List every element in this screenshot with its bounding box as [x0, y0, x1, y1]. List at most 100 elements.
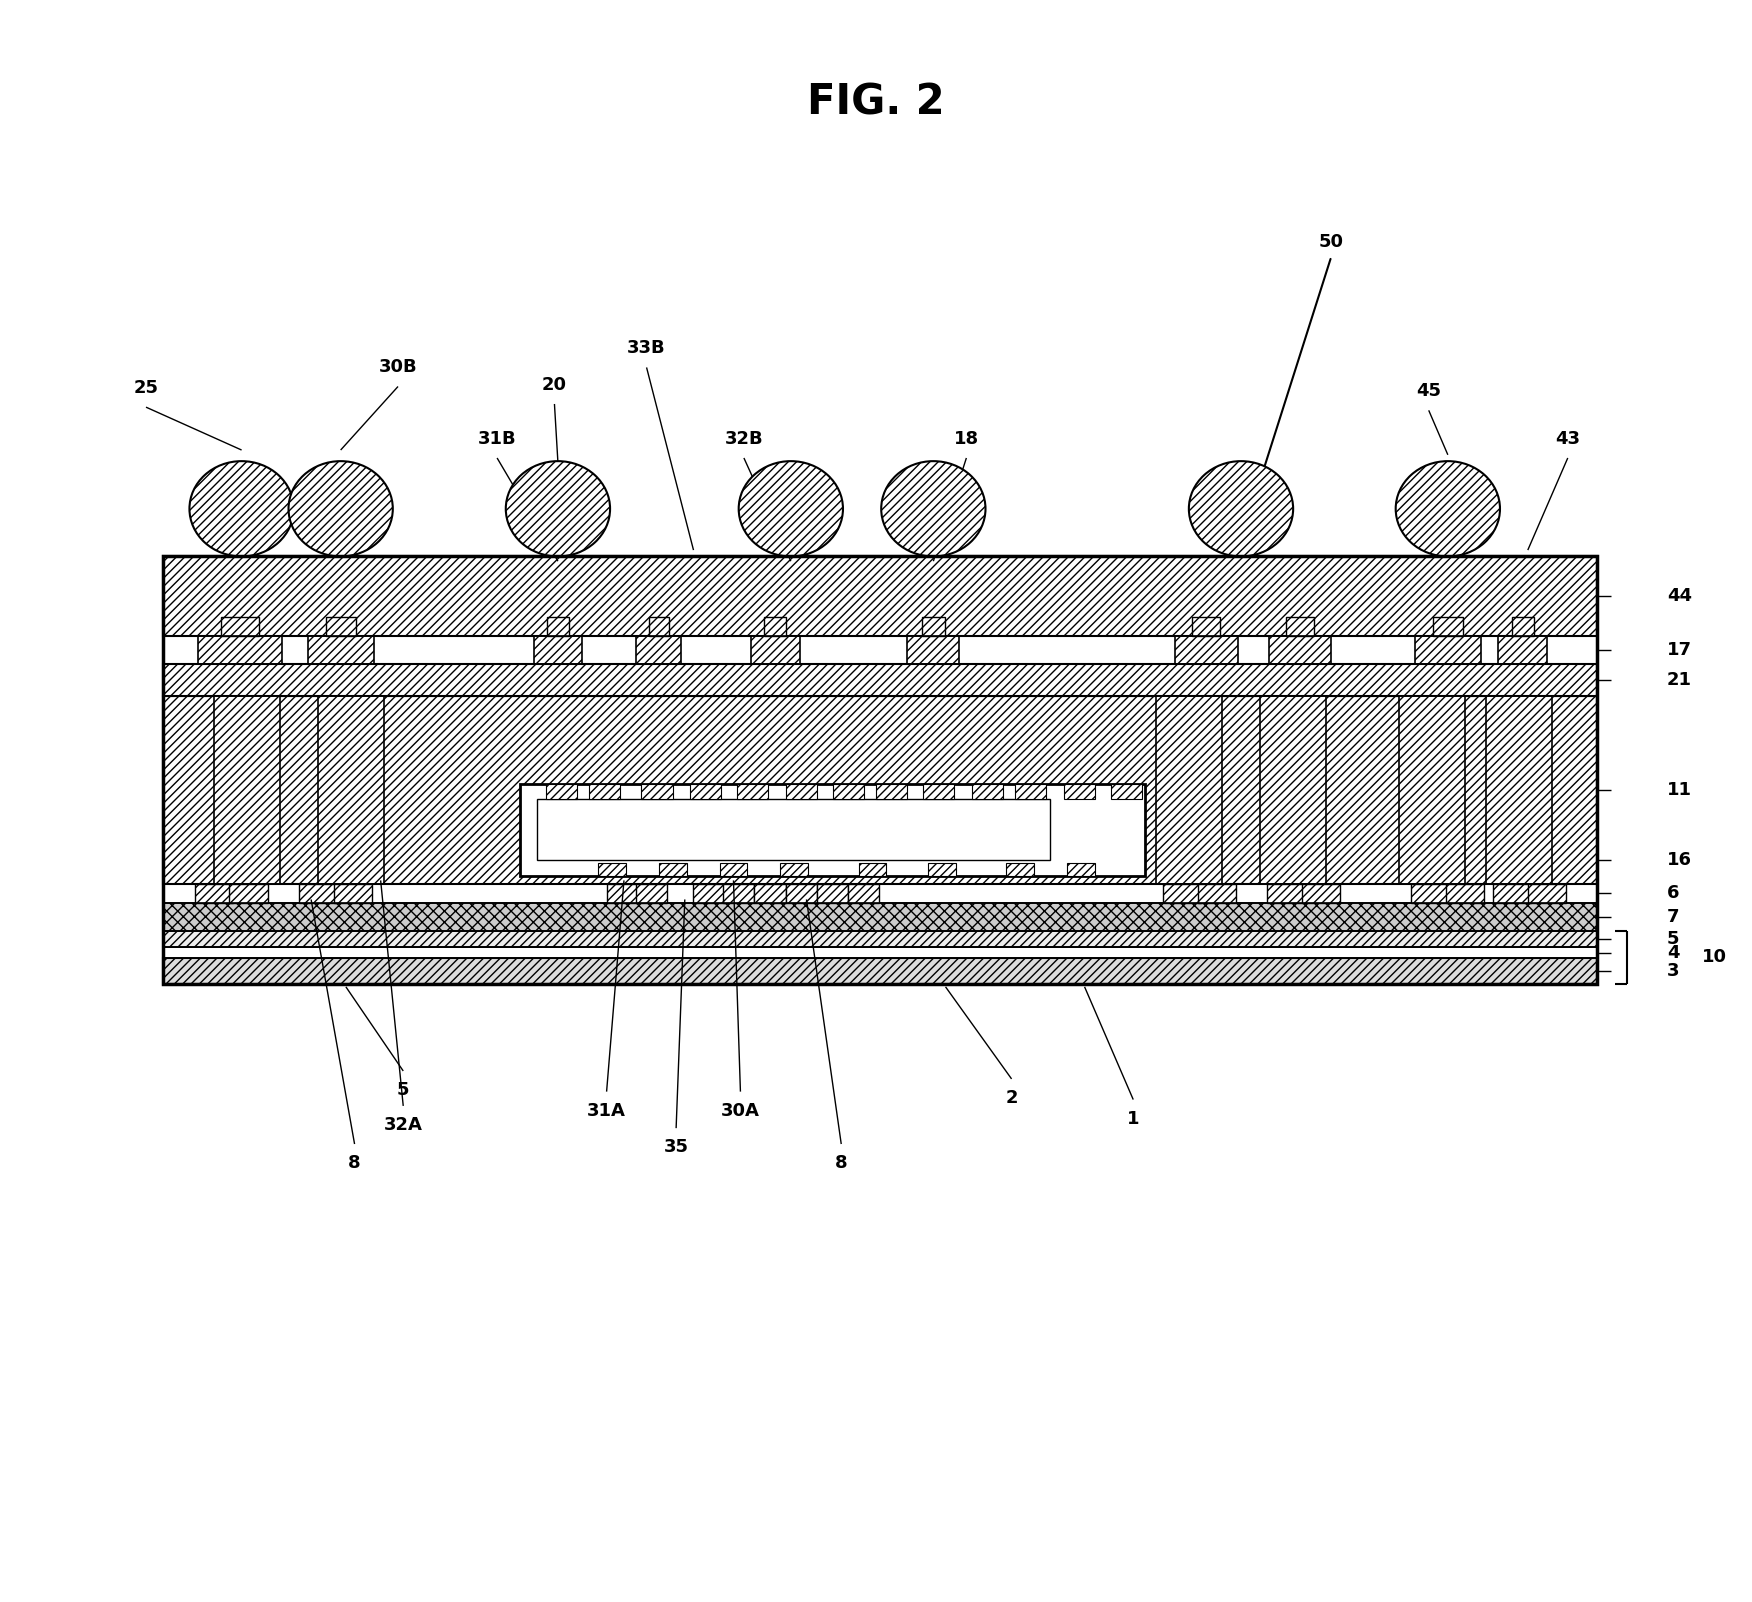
Bar — [1267, 884, 1305, 902]
Text: 35: 35 — [664, 1137, 689, 1157]
Circle shape — [881, 461, 986, 556]
Bar — [923, 783, 955, 799]
Text: FIG. 2: FIG. 2 — [808, 82, 944, 123]
Text: 50: 50 — [1319, 232, 1344, 252]
Bar — [1156, 697, 1221, 884]
Bar — [163, 947, 1598, 958]
Circle shape — [739, 461, 843, 556]
Circle shape — [1396, 461, 1500, 556]
Text: 7: 7 — [1666, 908, 1680, 926]
Text: 18: 18 — [953, 429, 979, 449]
Bar — [1063, 783, 1095, 799]
Bar — [1260, 697, 1326, 884]
Text: 30A: 30A — [722, 1102, 760, 1120]
Text: 3: 3 — [1666, 961, 1680, 980]
Bar — [214, 697, 280, 884]
Text: 20: 20 — [541, 376, 568, 394]
Bar — [163, 556, 1598, 984]
Bar — [1014, 783, 1046, 799]
Text: 45: 45 — [1416, 383, 1442, 400]
Bar — [1111, 783, 1142, 799]
Bar — [785, 884, 816, 902]
Bar — [1067, 863, 1095, 876]
Bar — [308, 636, 373, 665]
Bar — [816, 884, 848, 902]
Bar — [163, 665, 1598, 697]
Bar — [1512, 617, 1533, 636]
Bar — [300, 884, 336, 902]
Text: 21: 21 — [1666, 671, 1692, 689]
Bar — [319, 697, 384, 884]
Bar — [636, 636, 682, 665]
Bar — [1163, 884, 1202, 902]
Text: 10: 10 — [1701, 948, 1727, 966]
Bar — [547, 783, 576, 799]
Bar — [547, 617, 569, 636]
Text: 30B: 30B — [378, 359, 417, 376]
Bar — [1498, 636, 1547, 665]
Bar — [198, 636, 282, 665]
Bar — [194, 884, 233, 902]
Text: 44: 44 — [1666, 588, 1692, 606]
Bar — [221, 617, 259, 636]
Bar — [606, 884, 638, 902]
Bar — [764, 617, 787, 636]
Bar — [1433, 617, 1463, 636]
Text: 17: 17 — [1666, 641, 1692, 658]
Bar — [755, 884, 785, 902]
Text: 11: 11 — [1666, 780, 1692, 799]
Text: 32A: 32A — [384, 1117, 422, 1134]
Bar — [1493, 884, 1531, 902]
Text: 43: 43 — [1556, 429, 1580, 449]
Text: 2: 2 — [1006, 1089, 1018, 1107]
Text: 32B: 32B — [725, 429, 764, 449]
Text: 5: 5 — [398, 1081, 410, 1099]
Text: 16: 16 — [1666, 851, 1692, 868]
Bar — [694, 884, 725, 902]
Bar — [163, 958, 1598, 984]
Bar — [1445, 884, 1484, 902]
Text: 8: 8 — [836, 1153, 848, 1173]
Bar — [641, 783, 673, 799]
Bar — [1528, 884, 1566, 902]
Bar — [648, 617, 669, 636]
Text: 33B: 33B — [627, 340, 666, 357]
Bar — [333, 884, 371, 902]
Bar — [230, 884, 268, 902]
Bar — [1416, 636, 1480, 665]
Bar — [1198, 884, 1235, 902]
Bar — [163, 697, 1598, 884]
Bar — [972, 783, 1002, 799]
Bar — [690, 783, 722, 799]
Bar — [163, 931, 1598, 947]
Bar — [922, 617, 944, 636]
Bar — [1302, 884, 1340, 902]
Circle shape — [506, 461, 610, 556]
Bar — [1412, 884, 1449, 902]
Bar — [738, 783, 767, 799]
Bar — [1176, 636, 1237, 665]
Bar — [832, 783, 864, 799]
Bar — [520, 783, 1146, 876]
Bar — [780, 863, 808, 876]
Circle shape — [189, 461, 294, 556]
Bar — [636, 884, 668, 902]
Text: 8: 8 — [349, 1153, 361, 1173]
Bar — [1006, 863, 1034, 876]
Bar — [785, 783, 816, 799]
Bar — [929, 863, 957, 876]
Circle shape — [1190, 461, 1293, 556]
Text: 31B: 31B — [478, 429, 517, 449]
Bar — [326, 617, 356, 636]
Text: 1: 1 — [1127, 1110, 1139, 1128]
Bar — [724, 884, 755, 902]
Bar — [876, 783, 908, 799]
Bar — [908, 636, 960, 665]
Bar — [659, 863, 687, 876]
Bar — [1191, 617, 1221, 636]
Text: 6: 6 — [1666, 884, 1680, 902]
Bar — [1486, 697, 1552, 884]
Bar — [1400, 697, 1465, 884]
Bar — [163, 556, 1598, 636]
Bar — [1268, 636, 1332, 665]
